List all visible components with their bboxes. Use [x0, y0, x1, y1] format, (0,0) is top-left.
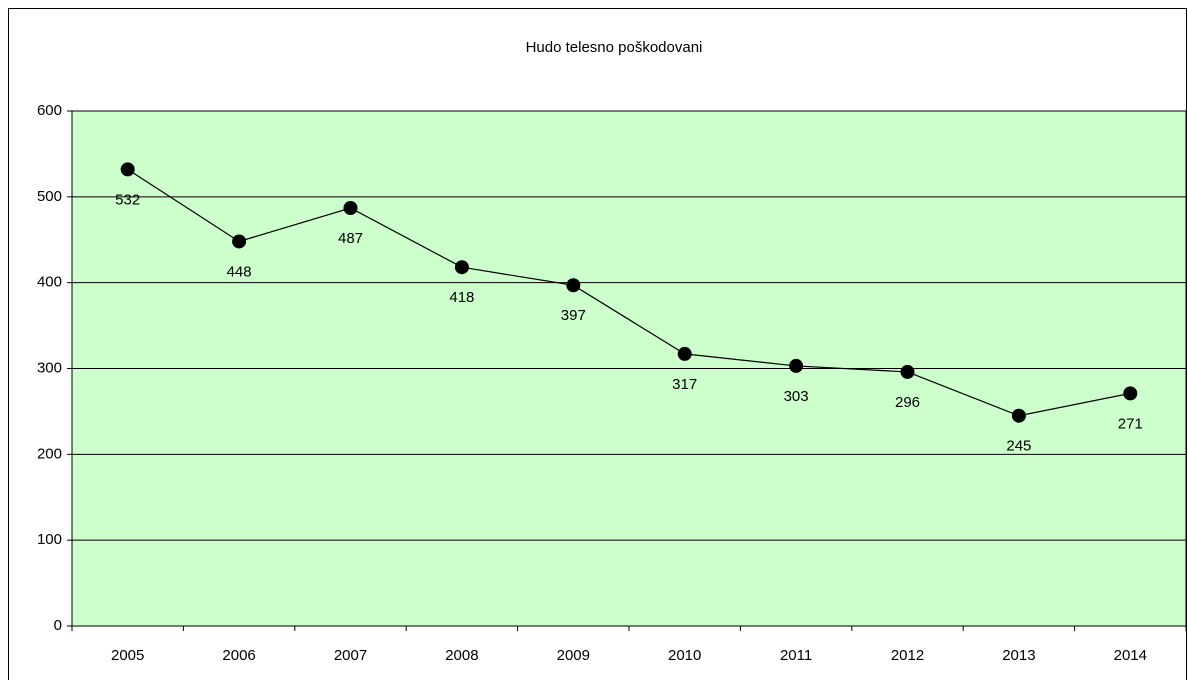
data-label: 448	[227, 263, 252, 280]
data-point	[120, 162, 135, 177]
y-tick-label: 200	[37, 445, 62, 462]
data-label: 418	[449, 289, 474, 306]
x-tick-label: 2013	[1002, 647, 1035, 664]
x-tick-label: 2005	[111, 647, 144, 664]
data-label: 245	[1006, 438, 1031, 455]
x-tick-label: 2006	[222, 647, 255, 664]
y-tick-label: 400	[37, 274, 62, 291]
series-line	[127, 168, 1131, 417]
data-point	[789, 358, 804, 373]
data-label: 532	[115, 191, 140, 208]
x-tick-label: 2010	[668, 647, 701, 664]
data-point	[454, 260, 469, 275]
x-tick-label: 2007	[334, 647, 367, 664]
y-tick-label: 100	[37, 531, 62, 548]
data-point	[1123, 386, 1138, 401]
y-tick-label: 0	[54, 617, 62, 634]
chart-title: Hudo telesno poškodovani	[526, 39, 703, 56]
y-tick-label: 300	[37, 359, 62, 376]
data-point	[677, 346, 692, 361]
data-label: 317	[672, 376, 697, 393]
y-tick-label: 600	[37, 102, 62, 119]
data-point	[1011, 408, 1026, 423]
x-tick-label: 2012	[891, 647, 924, 664]
y-tick-label: 500	[37, 188, 62, 205]
data-label: 271	[1118, 415, 1143, 432]
data-label: 303	[784, 388, 809, 405]
data-point	[232, 234, 247, 249]
x-tick-label: 2009	[557, 647, 590, 664]
x-tick-label: 2014	[1114, 647, 1147, 664]
data-label: 487	[338, 230, 363, 247]
data-point	[566, 278, 581, 293]
data-point	[900, 364, 915, 379]
x-tick-label: 2008	[445, 647, 478, 664]
x-tick-label: 2011	[780, 647, 812, 664]
data-point	[343, 200, 358, 215]
data-label: 296	[895, 394, 920, 411]
data-label: 397	[561, 307, 586, 324]
